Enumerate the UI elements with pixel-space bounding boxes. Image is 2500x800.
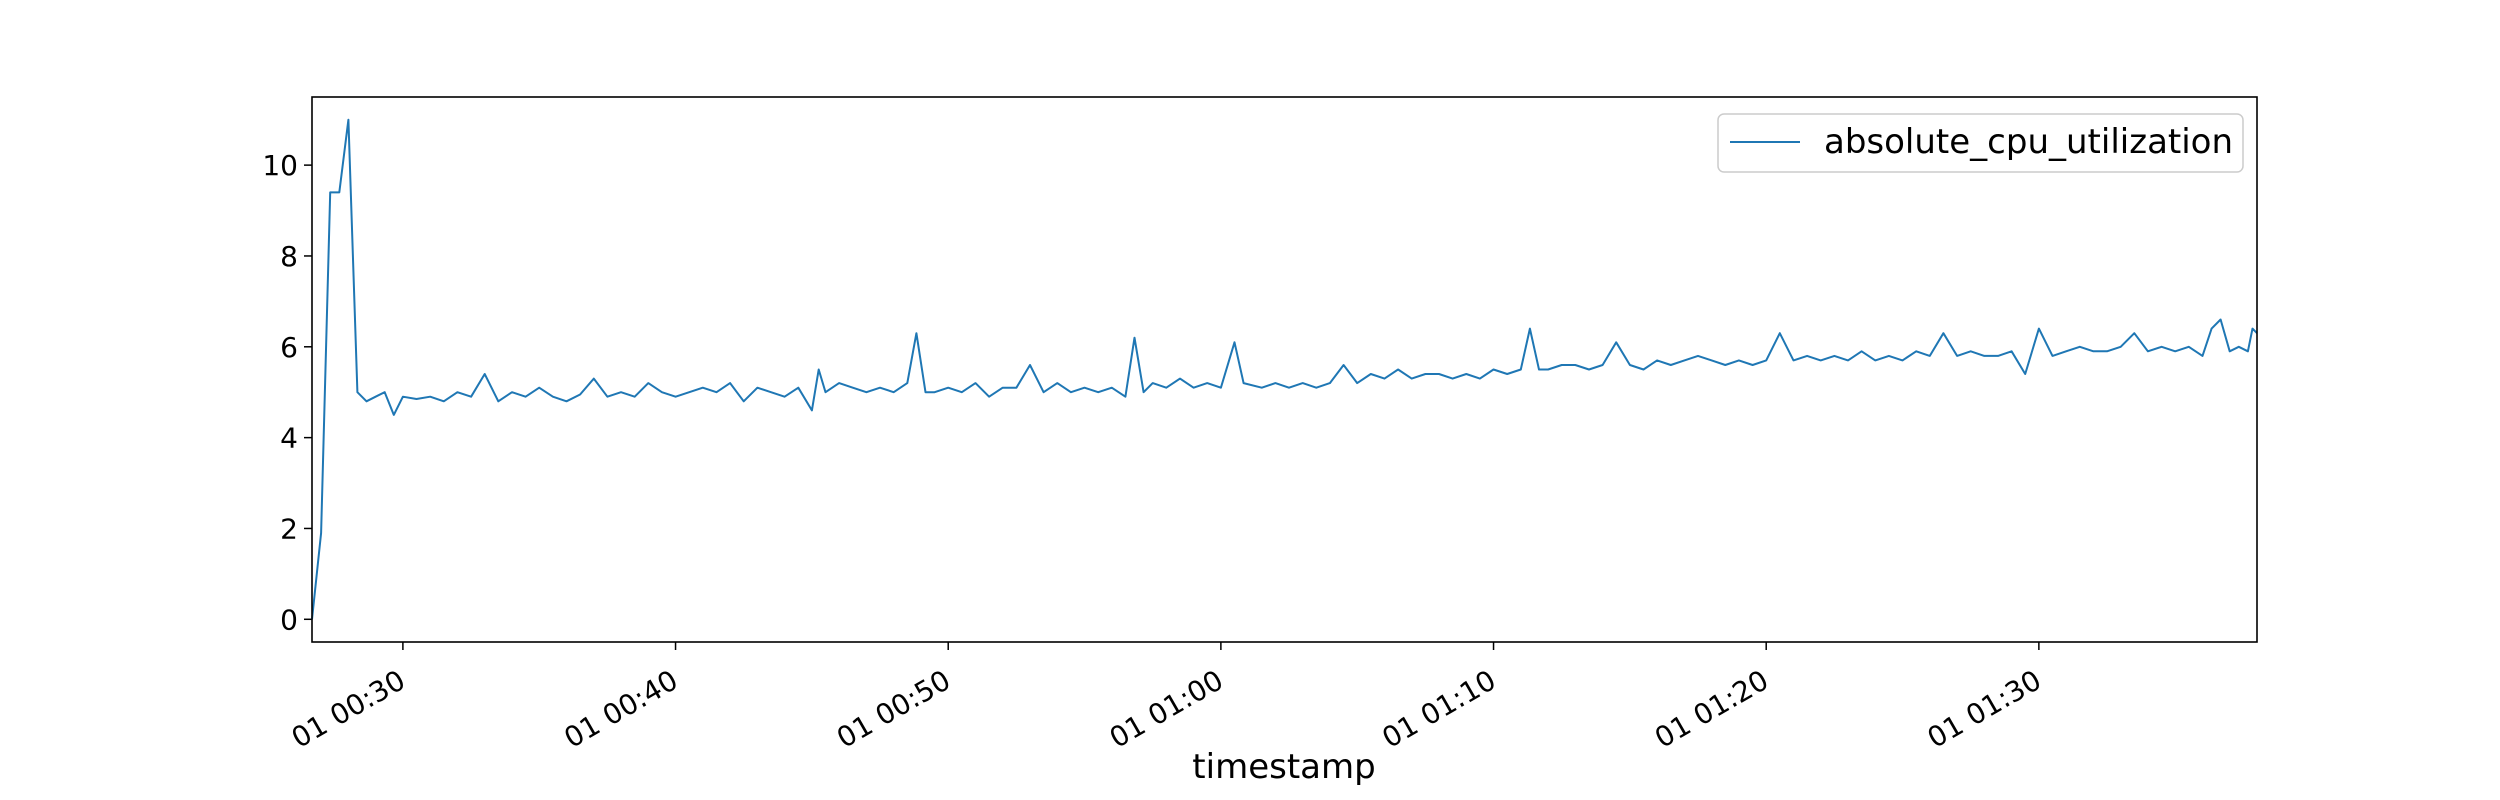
- x-tick-label: 01 01:20: [1649, 663, 1774, 754]
- x-tick-label: 01 00:40: [558, 663, 683, 754]
- plot-area: [312, 97, 2257, 642]
- x-axis-label: timestamp: [1192, 747, 1375, 787]
- y-axis-ticks: 0 2 4 6 8 10: [262, 149, 312, 636]
- y-tick-label: 6: [280, 331, 298, 364]
- y-tick-label: 8: [280, 240, 298, 273]
- legend[interactable]: absolute_cpu_utilization: [1717, 113, 2244, 173]
- x-tick-label: 01 00:30: [286, 663, 411, 754]
- legend-box: [1717, 113, 2244, 173]
- y-tick-label: 0: [280, 603, 298, 636]
- x-axis-ticks: 01 00:30 01 00:40 01 00:50 01 01:00 01 01:10…: [286, 642, 2047, 755]
- series-line-absolute_cpu_utilization: [311, 118, 2258, 620]
- x-tick-label: 01 01:00: [1104, 663, 1229, 754]
- legend-label: absolute_cpu_utilization: [1824, 122, 2233, 162]
- y-tick-label: 10: [262, 149, 298, 182]
- x-tick-label: 01 01:30: [1922, 663, 2047, 754]
- series-layer: [311, 118, 2258, 620]
- y-tick-label: 4: [280, 422, 298, 455]
- plot-frame: [311, 96, 2258, 643]
- y-tick-label: 2: [280, 512, 298, 545]
- x-tick-label: 01 01:10: [1376, 663, 1501, 754]
- x-tick-label: 01 00:50: [831, 663, 956, 754]
